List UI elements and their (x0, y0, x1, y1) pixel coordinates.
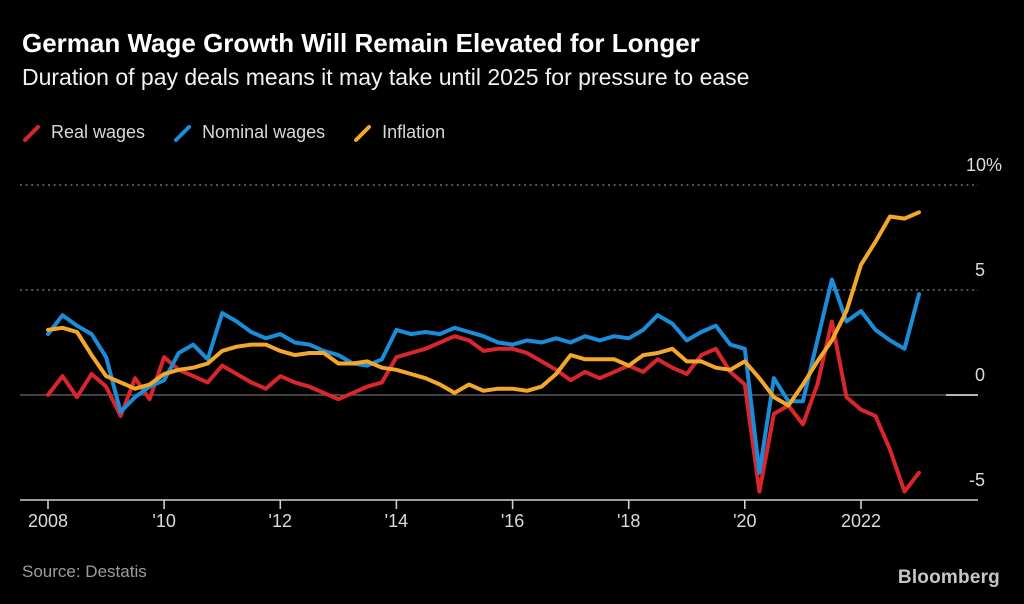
nominal-wages-line (46, 277, 921, 475)
inflation-line (46, 210, 921, 408)
y-axis-label: 10% (965, 155, 1002, 175)
y-axis-label: -5 (968, 470, 985, 490)
page-subtitle: Duration of pay deals means it may take … (22, 64, 750, 90)
x-axis-label: '18 (616, 511, 641, 531)
x-axis-label: 2022 (840, 511, 881, 531)
x-axis-labels: 2008 '10 '12 '14 '16 '18 '20 2022 (0, 511, 1024, 537)
bloomberg-logo: Bloomberg (897, 567, 1000, 588)
y-axis-label: 5 (974, 260, 985, 280)
real-wages-line (46, 319, 921, 494)
legend-label-nominal-wages: Nominal wages (202, 122, 326, 142)
nominal-wages-line-swatch-icon (174, 124, 192, 142)
x-axis-label: 2008 (27, 511, 69, 531)
page-title: German Wage Growth Will Remain Elevated … (22, 28, 700, 58)
legend-label-inflation: Inflation (382, 122, 446, 142)
x-axis-label: '16 (500, 511, 525, 531)
x-axis-label: '12 (268, 511, 292, 531)
x-axis-label: '14 (384, 511, 409, 531)
source-text: Source: Destatis (22, 562, 147, 581)
legend: Real wages Nominal wages Inflation (22, 122, 445, 143)
real-wages-line-swatch-icon (23, 124, 40, 142)
inflation-line-swatch-icon (354, 124, 372, 142)
y-axis-label: 0 (974, 365, 985, 385)
legend-label-real-wages: Real wages (51, 122, 146, 142)
x-axis-label: '10 (152, 511, 176, 531)
legend-item-inflation: Inflation (353, 122, 445, 143)
legend-item-real-wages: Real wages (22, 122, 145, 143)
x-axis-label: '20 (733, 511, 757, 531)
legend-item-nominal-wages: Nominal wages (173, 122, 325, 143)
